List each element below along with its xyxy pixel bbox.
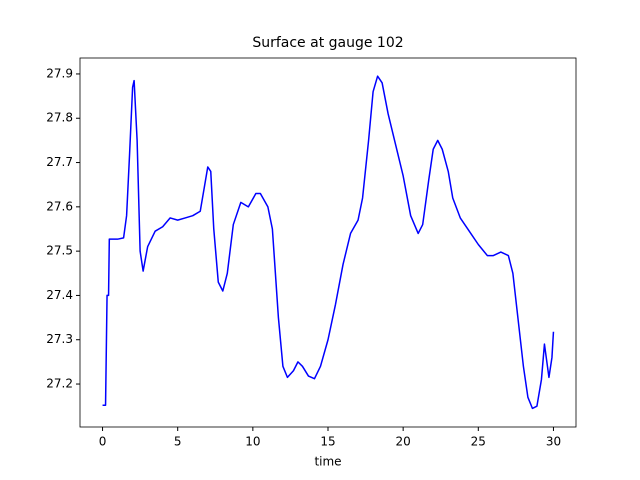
y-tick-label: 27.3 (46, 332, 73, 346)
x-tick-label: 5 (174, 435, 182, 449)
plot-frame (79, 57, 577, 428)
x-tick-label: 25 (471, 435, 486, 449)
y-tick-label: 27.7 (46, 155, 73, 169)
y-tick-label: 27.4 (46, 288, 73, 302)
x-tick-label: 30 (546, 435, 561, 449)
y-tick-label: 27.6 (46, 199, 73, 213)
y-tick-label: 27.9 (46, 66, 73, 80)
x-axis-label: time (314, 455, 341, 469)
y-tick-label: 27.2 (46, 377, 73, 391)
line-series (102, 75, 555, 410)
x-tick-label: 15 (320, 435, 335, 449)
x-tick-label: 0 (99, 435, 107, 449)
y-tick-label: 27.8 (46, 111, 73, 125)
x-tick-label: 20 (396, 435, 411, 449)
y-tick-label: 27.5 (46, 244, 73, 258)
x-tick-label: 10 (245, 435, 260, 449)
chart-title: Surface at gauge 102 (252, 35, 403, 51)
